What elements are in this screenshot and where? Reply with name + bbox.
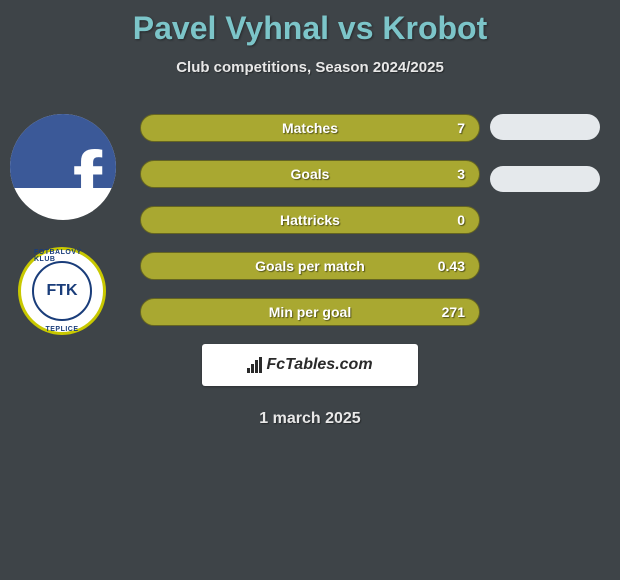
- page-subtitle: Club competitions, Season 2024/2025: [0, 59, 620, 76]
- stat-value: 0: [457, 207, 465, 233]
- stat-label: Min per goal: [141, 299, 479, 325]
- bar-chart-icon: [247, 357, 262, 373]
- teplice-badge: FOTBALOVÝ KLUB FTK TEPLICE: [18, 247, 106, 335]
- facebook-letter: f: [73, 132, 102, 220]
- fctables-inner: FcTables.com: [247, 356, 372, 374]
- icon-bar: [251, 364, 254, 373]
- right-pill-2: [490, 166, 600, 192]
- stat-row-goals-per-match: Goals per match 0.43: [140, 252, 480, 280]
- stat-value: 271: [442, 299, 465, 325]
- stat-value: 3: [457, 161, 465, 187]
- stat-row-goals: Goals 3: [140, 160, 480, 188]
- fctables-label: FcTables.com: [266, 356, 372, 374]
- club-center-text: FTK: [46, 282, 77, 300]
- page-title: Pavel Vyhnal vs Krobot: [0, 0, 620, 47]
- stat-bars: Matches 7 Goals 3 Hattricks 0 Goals per …: [140, 114, 480, 326]
- date-label: 1 march 2025: [0, 410, 620, 428]
- icon-bar: [247, 368, 250, 373]
- facebook-icon: f: [10, 114, 116, 220]
- teplice-inner: FOTBALOVÝ KLUB FTK TEPLICE: [32, 261, 92, 321]
- stat-label: Goals per match: [141, 253, 479, 279]
- stat-row-min-per-goal: Min per goal 271: [140, 298, 480, 326]
- stat-label: Matches: [141, 115, 479, 141]
- icon-bar: [259, 357, 262, 373]
- club-text-bottom: TEPLICE: [45, 326, 78, 333]
- stat-row-hattricks: Hattricks 0: [140, 206, 480, 234]
- stat-label: Hattricks: [141, 207, 479, 233]
- stat-value: 0.43: [438, 253, 465, 279]
- stat-label: Goals: [141, 161, 479, 187]
- right-pill-1: [490, 114, 600, 140]
- stats-panel: f FOTBALOVÝ KLUB FTK TEPLICE Matches 7 G…: [0, 114, 620, 326]
- fctables-branding: FcTables.com: [202, 344, 418, 386]
- club-text-top: FOTBALOVÝ KLUB: [34, 249, 90, 263]
- stat-value: 7: [457, 115, 465, 141]
- icon-bar: [255, 360, 258, 373]
- stat-row-matches: Matches 7: [140, 114, 480, 142]
